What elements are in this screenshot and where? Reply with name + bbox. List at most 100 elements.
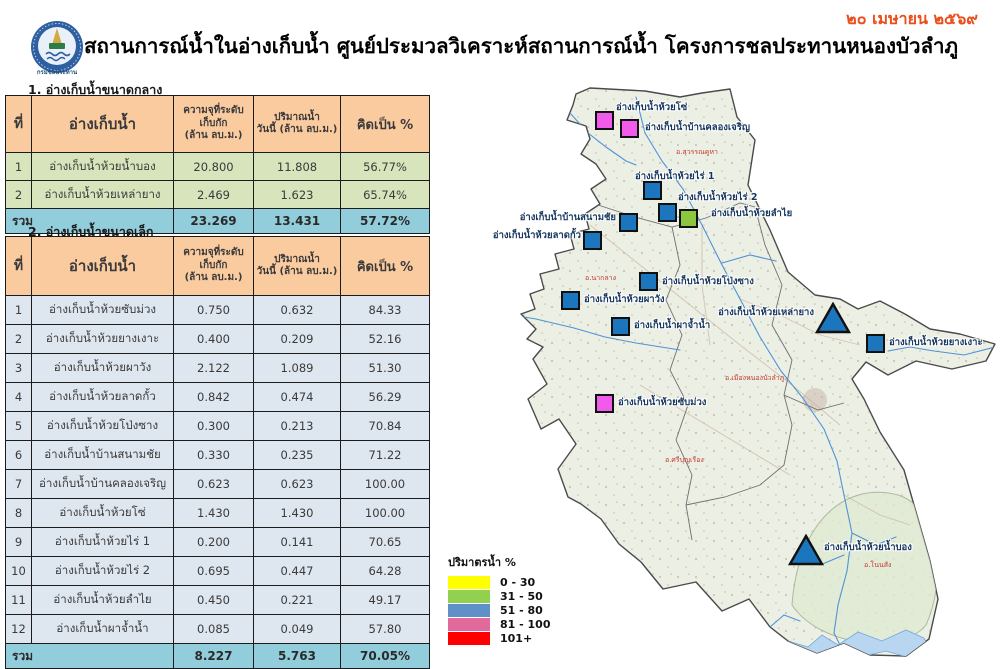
cell-name: อ่างเก็บน้ำบ้านคลองเจริญ [31,469,174,499]
table-row: 9 อ่างเก็บน้ำห้วยไร่ 1 0.200 0.141 70.65 [5,527,430,557]
small-reservoir-table: ที่ อ่างเก็บน้ำ ความจุที่ระดับ เก็บกัก (… [5,236,430,669]
section-1-title: 1. อ่างเก็บน้ำขนาดกลาง [28,82,163,97]
medium-reservoir-table: ที่ อ่างเก็บน้ำ ความจุที่ระดับ เก็บกัก (… [5,95,430,234]
legend-item: 31 - 50 [448,589,598,603]
legend-label: 31 - 50 [500,589,543,603]
cell-today: 1.623 [253,180,341,209]
marker-huai-rai-2 [657,202,677,222]
cell-capacity: 0.695 [173,556,254,586]
marker-ban-khlong-charoen [619,118,639,138]
cell-no: 7 [5,469,32,499]
report-date: ๒๐ เมษายน ๒๕๖๙ [846,9,978,28]
marker-huai-rai-1 [642,180,662,200]
marker-pha-cham-nam [610,316,630,336]
cell-name: อ่างเก็บน้ำห้วยไร่ 2 [31,556,174,586]
marker-label-huai-pong-sang: อ่างเก็บน้ำห้วยโป่งซาง [662,276,754,287]
total-row: รวม 23.269 13.431 57.72% [5,208,430,234]
marker-huai-pha-wang [560,290,580,310]
marker-label-huai-nam-bong: อ่างเก็บน้ำห้วยน้ำบอง [824,542,912,553]
total-today: 13.431 [253,208,341,234]
cell-today: 0.209 [253,324,341,354]
col-percent: คิดเป็น % [340,95,430,153]
marker-ban-sanam-chai [618,212,638,232]
col-no: ที่ [5,236,32,296]
cell-today: 1.430 [253,498,341,528]
cell-percent: 56.29 [340,382,430,412]
table-row: 2 อ่างเก็บน้ำห้วยเหล่ายาง 2.469 1.623 65.74% [5,180,430,209]
total-percent: 57.72% [340,208,430,234]
cell-name: อ่างเก็บน้ำห้วยเหล่ายาง [31,180,174,209]
cell-percent: 70.65 [340,527,430,557]
table-row: 8 อ่างเก็บน้ำห้วยโซ่ 1.430 1.430 100.00 [5,498,430,528]
cell-capacity: 2.122 [173,353,254,383]
table-row: 6 อ่างเก็บน้ำบ้านสนามชัย 0.330 0.235 71.22 [5,440,430,470]
legend-item: 101+ [448,631,598,645]
marker-huai-nam-bong [787,533,825,566]
section-2-title: 2. อ่างเก็บน้ำขนาดเล็ก [28,224,154,239]
legend-label: 81 - 100 [500,617,551,631]
table-row: 7 อ่างเก็บน้ำบ้านคลองเจริญ 0.623 0.623 100.0… [5,469,430,499]
marker-label-huai-rai-1: อ่างเก็บน้ำห้วยไร่ 1 [635,171,715,182]
cell-no: 1 [5,152,32,181]
marker-huai-so [594,110,614,130]
marker-label-ban-sanam-chai: อ่างเก็บน้ำบ้านสนามชัย [519,212,616,223]
cell-name: อ่างเก็บน้ำห้วยผาวัง [31,353,174,383]
total-today: 5.763 [253,643,341,669]
marker-huai-lamyai [678,208,698,228]
cell-capacity: 0.330 [173,440,254,470]
cell-percent: 100.00 [340,469,430,499]
rid-logo-seal [31,21,83,73]
cell-capacity: 0.750 [173,295,254,325]
cell-percent: 57.80 [340,614,430,644]
cell-no: 4 [5,382,32,412]
cell-percent: 71.22 [340,440,430,470]
marker-label-ban-khlong-charoen: อ่างเก็บน้ำบ้านคลองเจริญ [645,122,750,133]
cell-capacity: 0.200 [173,527,254,557]
col-name: อ่างเก็บน้ำ [31,95,174,153]
marker-huai-lat-kua [582,230,602,250]
map-legend: ปริมาตรน้ำ % 0 - 30 31 - 50 51 - 80 81 - 10… [448,553,598,645]
marker-label-huai-sap-muang: อ่างเก็บน้ำห้วยซับม่วง [618,397,707,408]
cell-today: 11.808 [253,152,341,181]
cell-percent: 51.30 [340,353,430,383]
cell-no: 9 [5,527,32,557]
cell-no: 8 [5,498,32,528]
marker-label-huai-lamyai: อ่างเก็บน้ำห้วยลำไย [711,208,793,219]
marker-label-huai-rai-2: อ่างเก็บน้ำห้วยไร่ 2 [678,192,758,203]
cell-today: 0.221 [253,585,341,615]
cell-today: 0.235 [253,440,341,470]
rid-logo: กรมชลประทาน [30,20,84,76]
table-row: 3 อ่างเก็บน้ำห้วยผาวัง 2.122 1.089 51.30 [5,353,430,383]
cell-today: 0.213 [253,411,341,441]
total-capacity: 23.269 [173,208,254,234]
legend-title: ปริมาตรน้ำ % [448,556,516,569]
legend-item: 51 - 80 [448,603,598,617]
legend-color-swatch [448,589,490,603]
cell-percent: 52.16 [340,324,430,354]
legend-color-swatch [448,575,490,589]
cell-name: อ่างเก็บน้ำห้วยยางเงาะ [31,324,174,354]
marker-label-huai-lao-yang: อ่างเก็บน้ำห้วยเหล่ายาง [718,307,814,318]
col-name: อ่างเก็บน้ำ [31,236,174,296]
table-row: 4 อ่างเก็บน้ำห้วยลาดกั้ว 0.842 0.474 56.29 [5,382,430,412]
table-row: 1 อ่างเก็บน้ำห้วยซับม่วง 0.750 0.632 84.33 [5,295,430,325]
table-row: 10 อ่างเก็บน้ำห้วยไร่ 2 0.695 0.447 64.28 [5,556,430,586]
cell-today: 0.447 [253,556,341,586]
rid-logo-text: กรมชลประทาน [36,69,78,76]
cell-capacity: 0.450 [173,585,254,615]
cell-percent: 49.17 [340,585,430,615]
marker-label-huai-lat-kua: อ่างเก็บน้ำห้วยลาดกั้ว [492,230,581,241]
legend-item: 81 - 100 [448,617,598,631]
marker-huai-pong-sang [638,271,658,291]
cell-no: 6 [5,440,32,470]
province-basemap [520,87,996,657]
col-today: ปริมาณน้ำ วันนี้ (ล้าน ลบ.ม.) [253,236,341,296]
cell-no: 1 [5,295,32,325]
legend-label: 0 - 30 [500,575,536,589]
cell-no: 2 [5,324,32,354]
cell-no: 3 [5,353,32,383]
marker-huai-lao-yang [814,301,852,334]
legend-color-swatch [448,617,490,631]
legend-color-swatch [448,631,490,645]
total-percent: 70.05% [340,643,430,669]
